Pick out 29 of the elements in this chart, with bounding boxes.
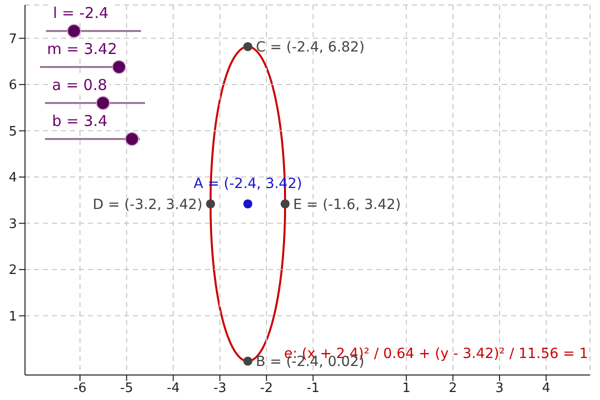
x-tick-label: -5: [120, 381, 134, 396]
y-tick-label: 5: [8, 124, 17, 140]
y-tick-label: 1: [8, 309, 17, 324]
x-tick-label: 4: [542, 381, 550, 396]
y-tick-label: 4: [8, 170, 17, 186]
y-tick-label: 2: [8, 263, 17, 278]
annotation: D = (-3.2, 3.42): [92, 196, 203, 213]
annotation: C = (-2.4, 6.82): [256, 40, 365, 56]
annotation: b = 3.4: [50, 112, 110, 130]
x-tick-label: 2: [448, 381, 458, 396]
point: [243, 199, 252, 208]
annotation: E = (-1.6, 3.42): [293, 196, 401, 213]
annotation: a = 0.8: [50, 76, 110, 94]
x-tick-label: -2: [260, 381, 273, 396]
x-tick-label: -3: [213, 381, 226, 396]
x-tick-label: 3: [495, 381, 504, 396]
x-tick-label: -4: [166, 381, 180, 396]
x-tick-label: -1: [306, 381, 320, 396]
point: [206, 199, 216, 208]
point: [280, 199, 290, 208]
point: [243, 356, 252, 366]
y-tick-label: 7: [8, 32, 17, 47]
annotation: m = 3.42: [45, 40, 120, 58]
x-tick-label: 1: [402, 381, 410, 396]
annotation: l = -2.4: [51, 4, 111, 22]
x-tick-label: -6: [74, 381, 86, 396]
y-tick-label: 6: [8, 78, 17, 94]
point: [243, 42, 252, 52]
y-tick-label: 3: [8, 216, 17, 232]
